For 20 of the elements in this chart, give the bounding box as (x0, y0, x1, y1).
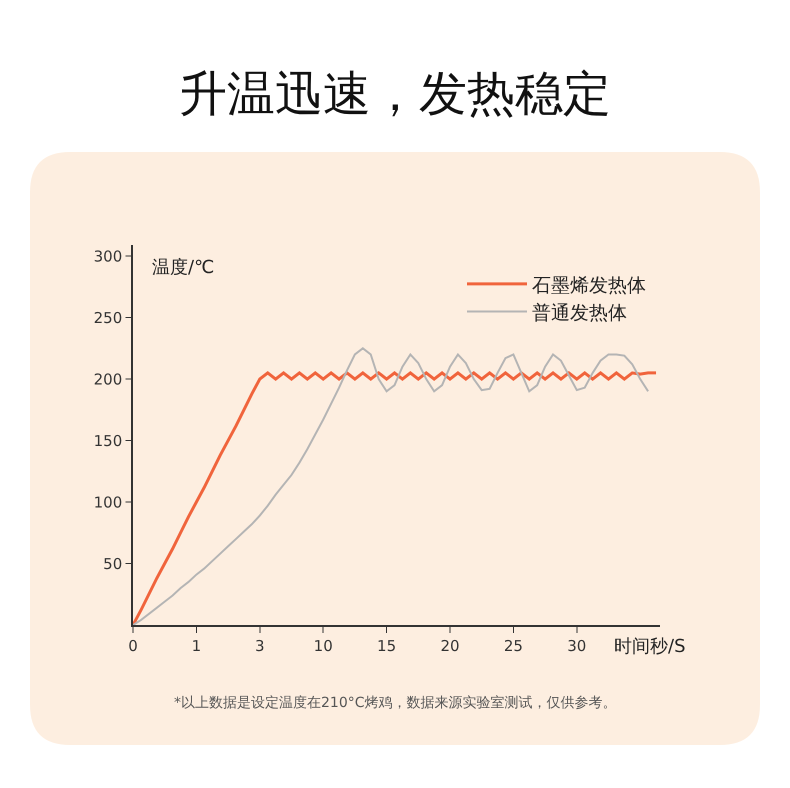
legend-label: 石墨烯发热体 (532, 274, 646, 296)
x-tick-label: 25 (504, 636, 523, 655)
y-tick-label: 100 (94, 493, 122, 512)
x-axis-title: 时间秒/S (614, 636, 686, 657)
x-tick-label: 20 (440, 636, 460, 655)
legend-label: 普通发热体 (532, 302, 627, 324)
chart-title: 升温迅速，发热稳定 (179, 66, 611, 122)
x-tick-label: 15 (377, 636, 396, 655)
y-tick-label: 250 (94, 308, 122, 327)
x-tick-label: 1 (192, 636, 202, 655)
y-tick-label: 200 (94, 370, 122, 388)
x-tick-label: 0 (128, 636, 138, 655)
x-tick-label: 3 (255, 636, 265, 655)
y-axis-title: 温度/℃ (152, 257, 214, 278)
x-tick-label: 30 (567, 636, 586, 655)
y-tick-label: 150 (94, 432, 122, 450)
x-tick-label: 10 (314, 636, 333, 655)
y-tick-label: 300 (94, 247, 122, 266)
text: *以上数据是设定温度在210°C烤鸡，数据来源实验室测试，仅供参考。 (174, 695, 616, 711)
y-tick-label: 50 (103, 554, 122, 573)
